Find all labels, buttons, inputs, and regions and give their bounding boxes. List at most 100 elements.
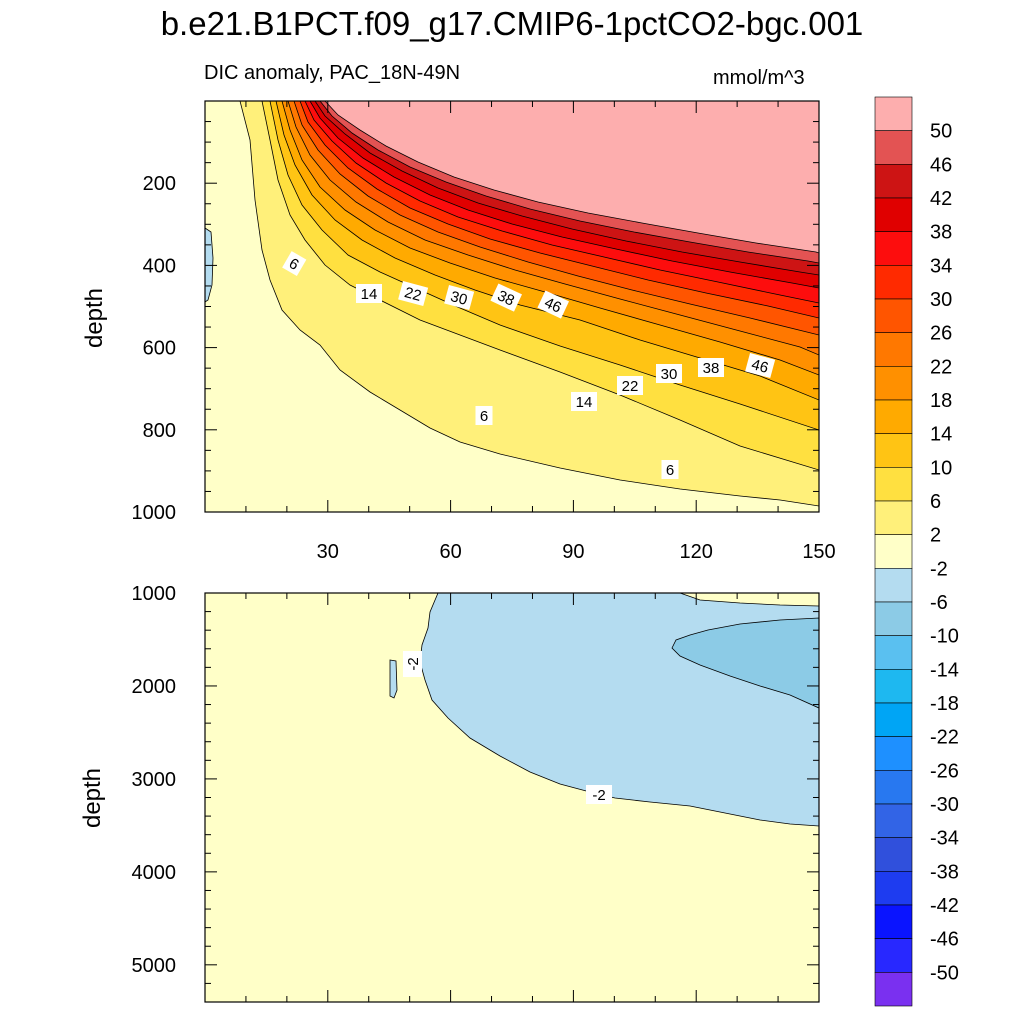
contour-label: 6 — [475, 406, 493, 425]
contour-label: 14 — [571, 392, 597, 411]
upper-contour-labels: 6 14 22 30 38 46 14 22 30 38 46 6 6 — [282, 251, 776, 479]
contour-label-box — [282, 251, 307, 277]
colorbar-swatch — [874, 164, 913, 199]
colorbar-swatch — [874, 366, 913, 401]
upper-y-tick-labels: 200 400 600 800 1000 — [132, 173, 177, 524]
contour-label-text: 38 — [703, 360, 720, 377]
upper-ticks — [204, 100, 820, 513]
small-blue-patch — [389, 659, 398, 699]
contour-label: 30 — [656, 364, 682, 383]
contour-label-box — [444, 284, 475, 311]
colorbar-label: -14 — [930, 659, 959, 681]
contour-label: 6 — [661, 460, 679, 479]
colorbar-label: 14 — [930, 424, 952, 446]
colorbar-label: -22 — [930, 727, 959, 749]
colorbar-label: 46 — [930, 154, 952, 176]
colorbar-swatch — [874, 702, 913, 737]
y-tick-label: 1000 — [132, 583, 177, 605]
colorbar-label: -50 — [930, 962, 959, 984]
y-tick-label: 2000 — [132, 676, 177, 698]
colorbar-label: 34 — [930, 255, 952, 277]
contour-label-box — [403, 651, 422, 677]
contour-label-box — [475, 406, 493, 425]
colorbar-label: -6 — [930, 592, 948, 614]
colorbar-label: -2 — [930, 558, 948, 580]
colorbar-swatch — [874, 938, 913, 973]
chart-title: b.e21.B1PCT.f09_g17.CMIP6-1pctCO2-bgc.00… — [160, 5, 864, 42]
contour-label-box — [617, 376, 643, 395]
colorbar-swatch — [874, 736, 913, 771]
contour-label: 22 — [398, 280, 429, 307]
contour-label: 46 — [537, 290, 570, 319]
colorbar-label: 30 — [930, 289, 952, 311]
colorbar-swatch — [874, 972, 913, 1007]
colorbar-swatch — [874, 399, 913, 434]
contour-label: -2 — [403, 651, 422, 677]
x-tick-label: 90 — [562, 541, 584, 563]
colorbar-label: -42 — [930, 895, 959, 917]
contour-label: 14 — [356, 284, 382, 303]
y-tick-label: 600 — [143, 338, 176, 360]
units-label: mmol/m^3 — [713, 67, 805, 89]
lower-ticks — [204, 592, 820, 1003]
contour-label-text: 6 — [480, 408, 488, 425]
colorbar-swatch — [874, 601, 913, 636]
colorbar-label: -30 — [930, 794, 959, 816]
colorbar-label: -26 — [930, 760, 959, 782]
colorbar-label: 26 — [930, 323, 952, 345]
contour-label-text: -2 — [592, 787, 605, 804]
contour-label-text: -2 — [405, 657, 422, 670]
contour-label-box — [398, 280, 429, 307]
contour-label-box — [490, 283, 523, 312]
x-tick-label: 150 — [802, 541, 835, 563]
colorbar-label: -38 — [930, 861, 959, 883]
colorbar-label: 10 — [930, 457, 952, 479]
colorbar-label: -18 — [930, 693, 959, 715]
band-50 — [205, 101, 819, 254]
contour-label-box — [571, 392, 597, 411]
colorbar-swatch — [874, 871, 913, 906]
lower-ylabel: depth — [79, 768, 106, 828]
lower-contour-labels: -2 -2 — [403, 651, 612, 804]
band-neg2-sliver — [679, 593, 819, 607]
y-tick-label: 400 — [143, 255, 176, 277]
lower-panel: 1000 2000 3000 4000 5000 depth -2 -2 — [79, 583, 820, 1003]
contour-label-text: 6 — [666, 462, 674, 479]
colorbar-label: 50 — [930, 121, 952, 143]
contour-label-box — [537, 290, 570, 319]
contour-label-text: 14 — [361, 286, 378, 303]
band-neg6 — [671, 617, 819, 709]
colorbar-label: 18 — [930, 390, 952, 412]
y-tick-label: 1000 — [132, 502, 177, 524]
upper-panel: 30 60 90 120 150 200 400 600 800 1000 depth 6 14 2… — [81, 100, 836, 563]
colorbar: 50 46 42 38 34 30 26 22 18 14 10 6 2 -2 -6 -10 -14 -18 -22… — [874, 96, 959, 1007]
colorbar-swatch — [874, 433, 913, 468]
contour-label-text: 30 — [449, 288, 470, 309]
colorbar-swatch — [874, 635, 913, 670]
colorbar-swatch — [874, 197, 913, 232]
contour-label-text: 30 — [661, 366, 678, 383]
contour-label: 46 — [745, 352, 776, 379]
colorbar-swatch — [874, 130, 913, 165]
colorbar-swatch — [874, 96, 913, 131]
chart-subtitle: DIC anomaly, PAC_18N-49N — [204, 62, 461, 84]
colorbar-swatch — [874, 669, 913, 704]
contour-label-text: 22 — [403, 284, 424, 305]
contour-label-box — [656, 364, 682, 383]
contour-label: 38 — [698, 358, 724, 377]
colorbar-label: 6 — [930, 491, 941, 513]
colorbar-swatch — [874, 837, 913, 872]
contour-label-text: 14 — [576, 394, 593, 411]
x-tick-label: 120 — [680, 541, 713, 563]
y-tick-label: 800 — [143, 420, 176, 442]
colorbar-swatch — [874, 231, 913, 266]
contour-label-text: 46 — [750, 356, 771, 377]
y-tick-label: 5000 — [132, 955, 177, 977]
upper-ylabel: depth — [81, 288, 108, 348]
colorbar-swatch — [874, 770, 913, 805]
colorbar-label: 38 — [930, 222, 952, 244]
colorbar-label: 42 — [930, 188, 952, 210]
contour-label: 6 — [282, 251, 307, 277]
contour-label-text: 38 — [495, 287, 517, 309]
